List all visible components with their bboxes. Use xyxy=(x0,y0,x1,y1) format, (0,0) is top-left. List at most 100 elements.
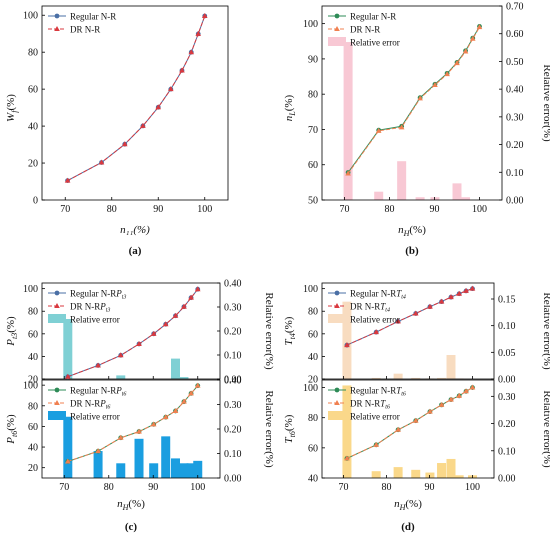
plot-panel: 20 40 60 80 100 0.00 0.10 0.20 0.30 0.40 Regular N… xyxy=(23,279,242,386)
y2-tick-label: 0.00 xyxy=(498,375,516,386)
plot-frame xyxy=(321,282,495,380)
data-point xyxy=(155,104,162,110)
error-bar xyxy=(446,355,456,379)
legend-label: DR N-RTt6 xyxy=(350,399,390,411)
x-tick-label: 80 xyxy=(104,482,114,493)
legend-marker xyxy=(54,13,60,19)
x-tick-label: 100 xyxy=(465,482,480,493)
data-point xyxy=(195,30,202,36)
data-point xyxy=(373,441,379,447)
x-axis-label: nH(%) xyxy=(398,224,426,238)
series-line xyxy=(346,387,473,459)
data-point xyxy=(469,384,476,390)
y-tick-label: 80 xyxy=(308,413,318,424)
series-line xyxy=(347,26,480,173)
legend-swatch xyxy=(328,314,346,323)
y-tick-label: 80 xyxy=(28,401,38,412)
y2-axis-label: Relative error(%) xyxy=(541,292,550,370)
data-point xyxy=(456,290,462,296)
y2-tick-label: 0.30 xyxy=(498,392,516,403)
y-axis-label: Tt4(%) xyxy=(283,316,297,345)
data-point xyxy=(98,159,105,165)
legend-label: DR N-RPt6 xyxy=(70,399,110,411)
plot-panel: 70 80 90 100 40 60 80 100 0.00 0.10 0.20 0.30 Regula… xyxy=(303,379,516,493)
data-point xyxy=(64,177,71,183)
error-bar xyxy=(393,373,403,379)
data-point xyxy=(188,390,194,396)
legend-label: DR N-RTt4 xyxy=(350,302,390,314)
y2-axis-label: Relative error(%) xyxy=(541,64,550,142)
data-point xyxy=(462,48,469,54)
y-tick-label: 40 xyxy=(308,474,318,485)
legend-swatch xyxy=(328,37,346,46)
y-tick-label: 40 xyxy=(28,443,38,454)
error-bar xyxy=(425,472,435,478)
y2-tick-label: 0.10 xyxy=(498,321,516,332)
panel-caption: (c) xyxy=(125,521,138,533)
legend-marker xyxy=(54,26,60,31)
data-point xyxy=(456,392,462,398)
legend-label: Regular N-R xyxy=(70,12,116,22)
data-point xyxy=(136,340,142,346)
legend-label: Relative error xyxy=(350,38,400,48)
data-point xyxy=(179,67,185,73)
x-axis-label: nH(%) xyxy=(117,498,145,512)
data-point xyxy=(150,421,157,427)
x-tick-label: 90 xyxy=(430,204,440,215)
series-line xyxy=(67,15,206,182)
y2-tick-label: 0.10 xyxy=(498,446,516,457)
error-bar xyxy=(437,377,447,379)
data-point xyxy=(373,329,379,335)
y2-tick-label: 0.60 xyxy=(506,29,524,40)
y-tick-label: 100 xyxy=(23,381,38,392)
y-tick-label: 60 xyxy=(28,85,38,96)
plot-panel: 70 80 90 100 0 20 40 60 80 100 Regular N-R DR N-R xyxy=(23,5,229,215)
y-tick-label: 100 xyxy=(303,284,318,295)
error-bar xyxy=(343,42,353,201)
series-line xyxy=(347,26,480,174)
data-point xyxy=(427,408,433,414)
y-tick-label: 80 xyxy=(308,307,318,318)
error-bar xyxy=(342,385,352,478)
error-bar xyxy=(415,197,425,200)
legend-swatch xyxy=(328,411,346,420)
x-tick-label: 90 xyxy=(425,482,435,493)
y2-tick-label: 0.20 xyxy=(224,425,242,436)
error-bar xyxy=(116,375,126,379)
y-tick-label: 100 xyxy=(23,11,38,22)
x-tick-label: 90 xyxy=(153,204,163,215)
y2-tick-label: 0.15 xyxy=(498,295,516,306)
y2-tick-label: 0.05 xyxy=(498,348,516,359)
data-point xyxy=(375,127,382,133)
error-bar xyxy=(446,458,456,478)
x-tick-label: 80 xyxy=(385,204,395,215)
error-bar xyxy=(186,463,196,478)
data-point xyxy=(469,285,476,291)
error-bar xyxy=(452,183,462,200)
legend-label: Regular N-RTt6 xyxy=(350,386,406,398)
y2-tick-label: 0.70 xyxy=(506,2,524,13)
series-line xyxy=(346,288,473,346)
x-tick-label: 100 xyxy=(197,204,212,215)
legend-label: Relative error xyxy=(350,412,400,422)
panel-caption: (b) xyxy=(405,245,419,257)
data-point xyxy=(117,352,124,358)
x-tick-label: 80 xyxy=(107,204,117,215)
error-bar xyxy=(63,319,73,379)
error-bar xyxy=(171,358,180,379)
data-point xyxy=(438,298,445,304)
y2-tick-label: 0.10 xyxy=(224,449,242,460)
y-axis-label: Pt3(%) xyxy=(5,316,19,347)
error-bar xyxy=(179,463,189,478)
y2-tick-label: 0.10 xyxy=(224,351,242,362)
y2-tick-label: 0.30 xyxy=(224,400,242,411)
y-tick-label: 70 xyxy=(308,125,318,136)
error-bar xyxy=(371,471,381,478)
data-point xyxy=(427,303,433,309)
data-point xyxy=(463,287,469,293)
y2-tick-label: 0.30 xyxy=(224,303,242,314)
y-tick-label: 40 xyxy=(28,122,38,133)
data-point xyxy=(121,141,128,147)
y-tick-label: 20 xyxy=(28,159,38,170)
legend-swatch xyxy=(48,314,66,323)
